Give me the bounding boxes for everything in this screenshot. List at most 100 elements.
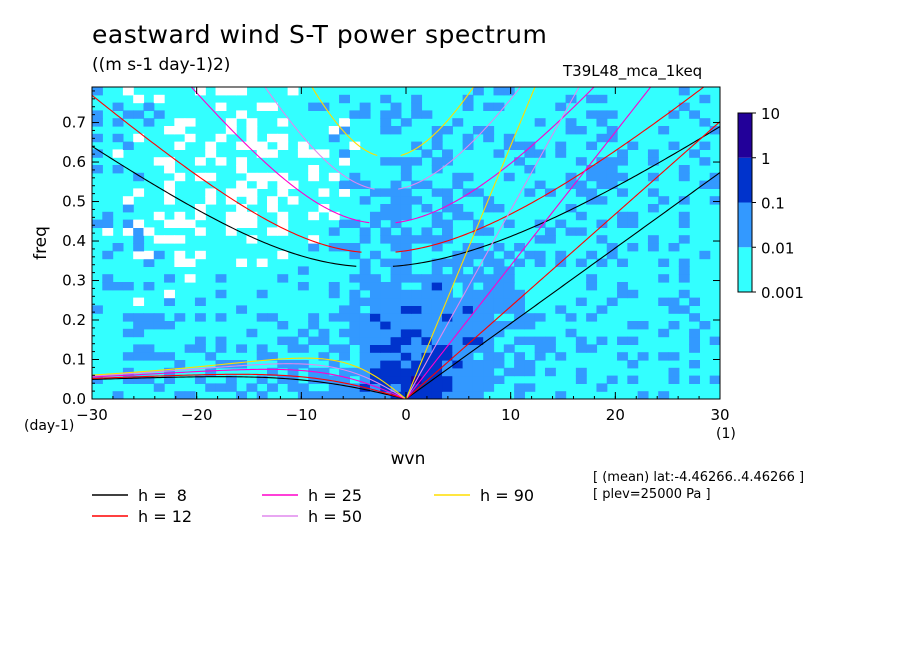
heatmap-cell xyxy=(689,375,701,384)
heatmap-cell xyxy=(390,344,402,353)
heatmap-cell xyxy=(431,383,443,392)
heatmap-cell xyxy=(328,344,340,353)
heatmap-cell xyxy=(359,196,371,205)
heatmap-cell xyxy=(514,336,525,345)
heatmap-cell xyxy=(442,258,453,267)
heatmap-cell xyxy=(267,204,278,213)
heatmap-cell xyxy=(596,94,608,104)
heatmap-cell xyxy=(297,266,309,275)
heatmap-cell xyxy=(164,352,175,361)
heatmap-cell xyxy=(596,165,608,174)
heatmap-cell xyxy=(390,102,402,111)
heatmap-cell xyxy=(668,305,680,314)
heatmap-cell xyxy=(668,375,680,384)
heatmap-cell xyxy=(472,328,484,338)
heatmap-cell xyxy=(421,336,433,345)
heatmap-cell xyxy=(328,289,340,299)
heatmap-cell xyxy=(256,258,268,267)
heatmap-cell xyxy=(369,313,381,322)
heatmap-cell xyxy=(678,219,690,228)
heatmap-cell xyxy=(689,313,701,322)
heatmap-cell xyxy=(339,391,350,399)
heatmap-cell xyxy=(349,321,361,330)
heatmap-cell xyxy=(442,235,453,244)
heatmap-cell xyxy=(575,227,587,236)
heatmap-cell xyxy=(472,391,484,399)
heatmap-cell xyxy=(369,383,381,392)
heatmap-cell xyxy=(606,180,618,189)
dispersion-curve xyxy=(405,87,580,399)
heatmap-cell xyxy=(225,87,237,96)
dispersion-curve xyxy=(264,87,375,190)
heatmap-cell xyxy=(493,328,505,338)
heatmap-cell xyxy=(555,305,567,314)
heatmap-cell xyxy=(215,133,227,143)
heatmap-cell xyxy=(390,289,402,299)
heatmap-cell xyxy=(617,282,628,291)
heatmap-cell xyxy=(164,188,175,197)
heatmap-cell xyxy=(452,336,464,345)
heatmap-cell xyxy=(586,282,598,291)
heatmap-cell xyxy=(442,204,453,213)
heatmap-cell xyxy=(236,258,248,267)
heatmap-cell xyxy=(452,258,464,267)
heatmap-cell xyxy=(369,321,381,330)
heatmap-cell xyxy=(236,391,248,399)
heatmap-cell xyxy=(164,274,175,283)
heatmap-cell xyxy=(483,258,495,267)
heatmap-cell xyxy=(328,133,340,143)
heatmap-cell xyxy=(349,391,361,399)
heatmap-cell xyxy=(297,328,309,338)
heatmap-cell xyxy=(205,141,217,150)
heatmap-cell xyxy=(287,383,299,392)
heatmap-cell xyxy=(442,126,453,135)
heatmap-cell xyxy=(647,172,659,182)
heatmap-cell xyxy=(555,391,567,399)
heatmap-cell xyxy=(133,297,145,306)
heatmap-cell xyxy=(133,352,145,361)
heatmap-cell xyxy=(411,110,423,119)
heatmap-cell xyxy=(287,87,299,96)
heatmap-cell xyxy=(483,383,495,392)
heatmap-cell xyxy=(369,211,381,221)
heatmap-cell xyxy=(647,188,659,197)
heatmap-cell xyxy=(143,250,155,260)
heatmap-cell xyxy=(369,328,381,338)
x-tick-label: −30 xyxy=(76,406,108,424)
heatmap-cell xyxy=(606,375,618,384)
heatmap-cell xyxy=(174,211,186,221)
heatmap-cell xyxy=(462,211,474,221)
heatmap-cell xyxy=(411,305,423,314)
heatmap-cell xyxy=(514,258,525,267)
heatmap-cell xyxy=(709,172,720,182)
heatmap-cell xyxy=(277,375,289,384)
heatmap-cell xyxy=(369,188,381,197)
heatmap-cell xyxy=(380,227,392,236)
colorbar-band xyxy=(738,157,752,203)
heatmap-cell xyxy=(339,383,350,392)
heatmap-cell xyxy=(339,180,350,189)
heatmap-cell xyxy=(308,313,320,322)
heatmap-cell xyxy=(472,383,484,392)
heatmap-cell xyxy=(205,383,217,392)
heatmap-cell xyxy=(637,391,649,399)
heatmap-cell xyxy=(452,313,464,322)
heatmap-cell xyxy=(359,375,371,384)
heatmap-cell xyxy=(689,336,701,345)
heatmap-cell xyxy=(380,336,392,345)
heatmap-cell xyxy=(483,274,495,283)
heatmap-cell xyxy=(359,282,371,291)
heatmap-cell xyxy=(194,375,206,384)
heatmap-cell xyxy=(524,141,536,150)
heatmap-cell xyxy=(318,352,330,361)
heatmap-cell xyxy=(112,102,124,111)
heatmap-cell xyxy=(287,180,299,189)
y-axis-label: freq xyxy=(31,226,51,260)
heatmap-cell xyxy=(297,344,309,353)
heatmap-cell xyxy=(359,274,371,283)
heatmap-cell xyxy=(596,133,608,143)
heatmap-cell xyxy=(349,289,361,299)
heatmap-cell xyxy=(431,375,443,384)
heatmap-cell xyxy=(369,360,381,369)
heatmap-cell xyxy=(369,250,381,260)
